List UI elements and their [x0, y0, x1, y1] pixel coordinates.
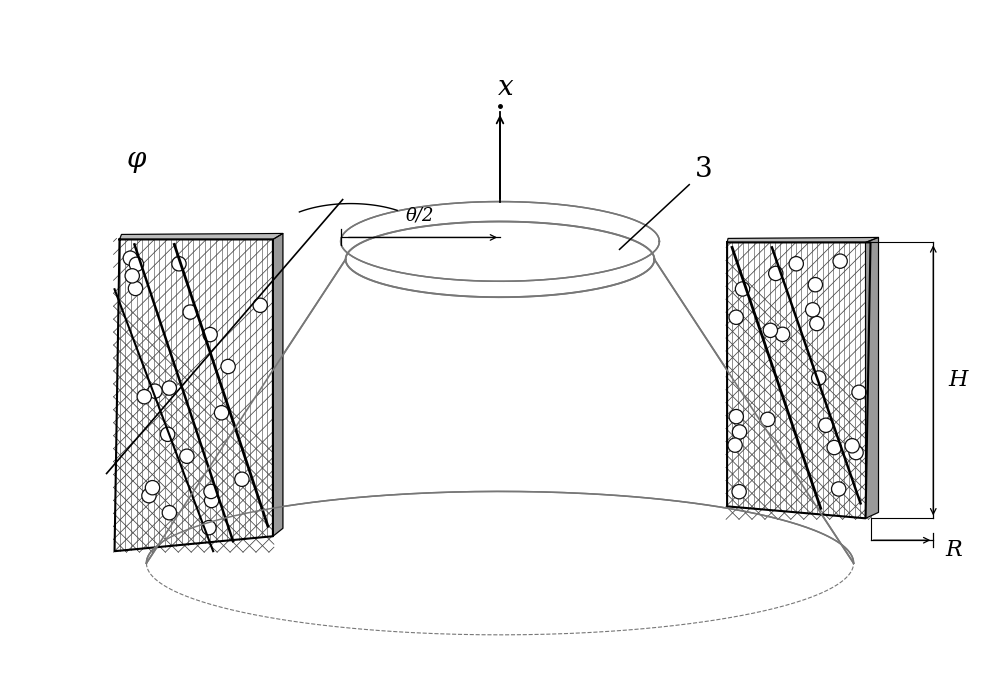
Polygon shape [727, 242, 871, 518]
Circle shape [129, 257, 144, 271]
Circle shape [808, 278, 823, 292]
Circle shape [137, 389, 151, 404]
Text: 3: 3 [695, 156, 713, 183]
Circle shape [183, 305, 197, 319]
Circle shape [145, 480, 160, 495]
Circle shape [125, 269, 139, 283]
Circle shape [162, 505, 177, 520]
Text: H: H [948, 369, 968, 391]
Circle shape [763, 323, 778, 337]
Circle shape [849, 446, 863, 459]
Circle shape [729, 310, 743, 324]
Circle shape [761, 412, 775, 427]
Circle shape [123, 251, 137, 265]
Circle shape [812, 371, 826, 385]
Text: R: R [945, 539, 962, 561]
Circle shape [789, 257, 803, 271]
Circle shape [769, 266, 783, 280]
Circle shape [142, 489, 156, 503]
Text: θ/2: θ/2 [406, 207, 435, 224]
Circle shape [845, 439, 859, 453]
Polygon shape [120, 233, 283, 239]
Polygon shape [115, 239, 273, 551]
Circle shape [806, 303, 820, 317]
Circle shape [827, 441, 841, 455]
Circle shape [202, 520, 216, 535]
Circle shape [810, 316, 824, 331]
Circle shape [160, 427, 175, 441]
Polygon shape [727, 237, 878, 242]
Circle shape [833, 254, 847, 269]
Circle shape [819, 418, 833, 432]
Circle shape [214, 405, 229, 420]
Circle shape [253, 298, 267, 312]
Circle shape [221, 359, 235, 373]
Circle shape [148, 384, 162, 398]
Circle shape [203, 328, 217, 341]
Circle shape [852, 385, 866, 400]
Circle shape [204, 493, 219, 508]
Circle shape [728, 438, 742, 452]
Circle shape [180, 449, 194, 464]
Circle shape [732, 484, 746, 499]
Circle shape [832, 482, 846, 496]
Circle shape [172, 257, 186, 271]
Circle shape [775, 327, 790, 341]
Circle shape [162, 381, 176, 396]
Circle shape [732, 425, 747, 439]
Circle shape [128, 281, 143, 296]
Circle shape [204, 484, 218, 498]
Polygon shape [866, 237, 878, 518]
Circle shape [735, 282, 750, 296]
Circle shape [729, 409, 743, 424]
Text: x: x [498, 74, 514, 101]
Circle shape [235, 472, 249, 486]
Polygon shape [273, 233, 283, 536]
Text: φ: φ [127, 146, 146, 174]
